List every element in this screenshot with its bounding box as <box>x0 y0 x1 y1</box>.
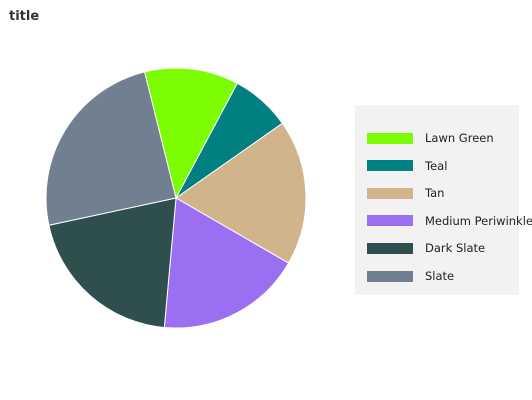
pie-chart <box>45 67 307 329</box>
legend-item: Dark Slate <box>367 241 485 255</box>
legend-label: Slate <box>425 269 455 283</box>
legend-label: Teal <box>425 158 448 173</box>
pie-slice-lawn-green <box>143 67 238 200</box>
legend-swatch <box>367 270 413 282</box>
legend-item: Medium Periwinkle <box>367 214 532 228</box>
legend-swatch <box>367 187 413 199</box>
legend-swatch <box>367 160 413 172</box>
legend-item: Slate <box>367 269 454 283</box>
legend-label: Medium Periwinkle <box>425 213 532 228</box>
legend-item: Lawn Green <box>367 131 494 145</box>
legend-label: Tan <box>425 186 445 201</box>
legend-swatch <box>367 132 413 144</box>
legend-item: Tan <box>367 186 444 200</box>
pie-slice-medium-periwinkle <box>163 197 290 329</box>
pie-slice-slate <box>45 71 177 226</box>
pie-slice-dark-slate <box>48 197 177 329</box>
legend-swatch <box>367 242 413 254</box>
pie-slice-tan <box>175 122 307 264</box>
chart-title: title <box>9 9 40 24</box>
legend-item: Teal <box>367 159 447 173</box>
legend: Lawn Green Teal Tan Medium Periwinkle Dark S… <box>355 105 532 295</box>
legend-swatch <box>367 215 413 227</box>
legend-label: Lawn Green <box>425 131 494 145</box>
legend-label: Dark Slate <box>425 241 486 256</box>
